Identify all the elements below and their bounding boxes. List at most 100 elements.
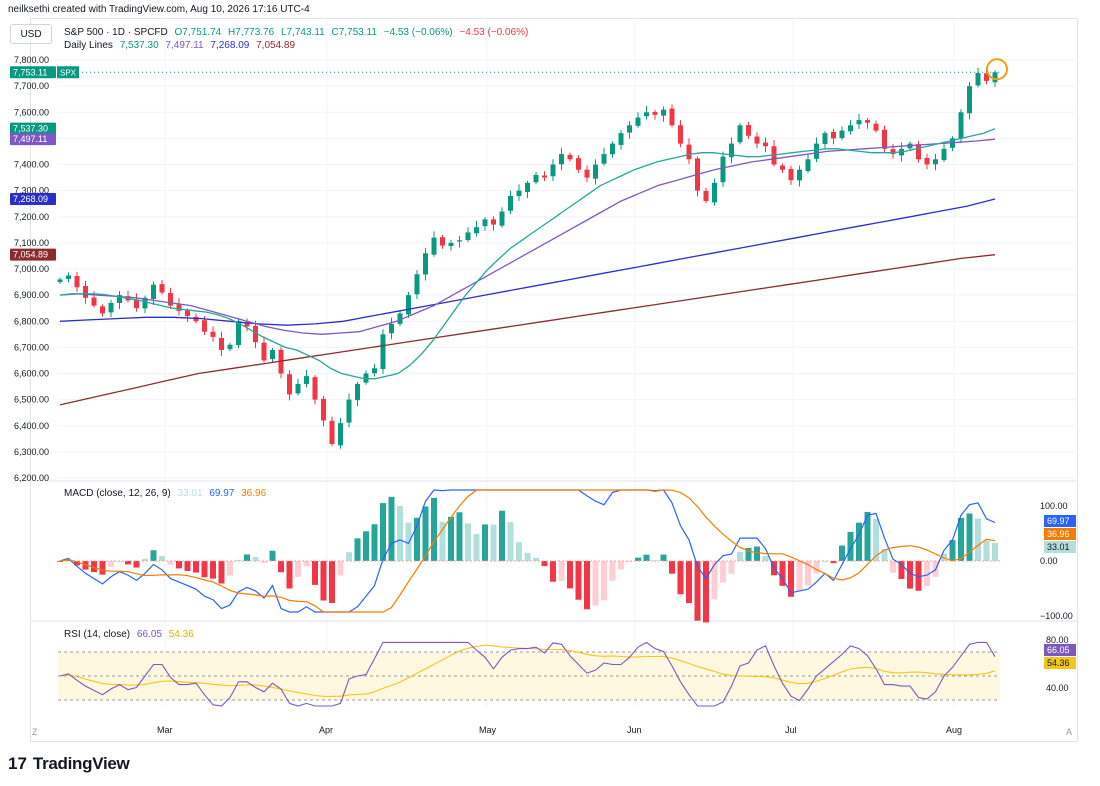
macd-histogram-bar [898,561,905,579]
candle-body [601,154,607,164]
candle-body [644,112,649,117]
ma20-value: 7,537.30 [119,40,159,51]
ma-label[interactable]: Daily Lines [64,40,113,51]
macd-histogram-bar [626,561,633,562]
candle-body [712,182,717,203]
macd-histogram-bar [524,552,531,561]
rsi-line [59,641,996,707]
macd-histogram-bar [907,561,913,589]
macd-histogram-bar [210,561,216,579]
macd-histogram-bar [482,524,488,561]
macd-histogram-bar [337,561,344,576]
macd-line [59,489,996,613]
candle-body [499,211,505,226]
tradingview-brand: TradingView [32,754,130,773]
rsi-ma-value: 54.36 [168,629,194,640]
time-tick-label: May [479,725,497,735]
time-tick-label: Mar [157,725,173,735]
time-tick-label: Apr [319,725,333,735]
macd-histogram-bar [575,561,582,600]
candle-body [406,295,411,315]
candle-body [210,331,216,337]
price-tick-label: 7,800.00 [14,55,49,65]
macd-histogram-bar [448,516,454,561]
candle-body [57,279,63,283]
macd-histogram-bar [499,510,505,561]
macd-histogram-bar [99,561,106,575]
macd-hist-value: 33.01 [177,488,203,499]
price-tick-label: 6,500.00 [14,395,49,405]
candle-body [703,190,709,202]
macd-histogram-bar [601,561,607,601]
candle-body [295,383,301,394]
rsi-tick-label: 80.00 [1046,635,1069,645]
macd-histogram-bar [439,521,446,561]
macd-histogram-bar [456,512,463,561]
macd-histogram-bar [431,497,437,561]
macd-histogram-bar [108,561,114,567]
price-tick-label: 6,400.00 [14,421,49,431]
candle-body [100,306,105,314]
macd-histogram-bar [686,561,692,604]
macd-histogram-bar [65,559,72,561]
macd-histogram-bar [150,550,157,561]
macd-histogram-bar [159,555,165,561]
macd-histogram-bar [465,523,471,561]
candle-body [618,133,624,145]
symbol-tag [57,66,79,79]
price-tick-label: 7,300.00 [14,186,49,196]
macd-histogram-bar [915,561,922,591]
candle-body [482,219,488,227]
macd-badge [1044,528,1076,540]
rsi-label[interactable]: RSI (14, close) [64,629,131,640]
macd-histogram-bar [975,518,981,561]
candle-body [584,169,590,178]
auto-scale-icon[interactable]: A [1066,727,1073,737]
candle-body [610,143,615,155]
macd-histogram-bar [830,561,837,564]
candle-body [780,165,785,170]
candle-body [822,133,828,145]
candle-body [380,334,386,370]
macd-histogram-bar [133,561,140,568]
rsi-badge-label: 54.36 [1047,658,1070,668]
candle-body [108,302,114,313]
macd-signal-value: 36.96 [241,488,267,499]
candle-body [729,143,734,158]
price-tick-label: 7,000.00 [14,264,49,274]
rsi-line-value: 66.05 [136,629,162,640]
macd-histogram-bar [813,561,820,574]
candle-body [389,323,394,334]
symbol-label[interactable]: S&P 500 · 1D · SPCFD [64,27,168,38]
macd-legend: MACD (close, 12, 26, 9) 33.01 69.97 36.9… [64,488,266,499]
macd-histogram-bar [618,561,624,570]
candle-body [865,120,870,123]
zoom-toggle-icon[interactable]: Z [32,727,38,737]
time-tick-label: Jun [627,725,642,735]
macd-histogram-bar [320,561,327,601]
candle-body [253,325,258,343]
candle-body [882,129,887,149]
candle-body [227,344,233,350]
macd-signal-line [59,489,996,613]
macd-line-value: 69.97 [209,488,235,499]
macd-label[interactable]: MACD (close, 12, 26, 9) [64,488,171,499]
candle-body [491,219,496,225]
macd-histogram-bar [354,538,361,561]
macd-histogram-bar [788,561,794,597]
candle-body [839,130,845,139]
candle-body [992,72,998,83]
candle-body [219,337,224,350]
price-badge [10,66,56,79]
macd-tick-label: −100.00 [1040,611,1073,621]
macd-histogram-bar [592,561,599,606]
currency-button[interactable]: USD [10,24,52,44]
macd-histogram-bar [864,511,871,561]
candle-body [686,144,692,160]
price-tick-label: 6,600.00 [14,369,49,379]
candle-body [576,158,581,170]
macd-histogram-bar [269,550,276,561]
candle-body [542,175,547,178]
macd-histogram-bar [805,561,811,586]
